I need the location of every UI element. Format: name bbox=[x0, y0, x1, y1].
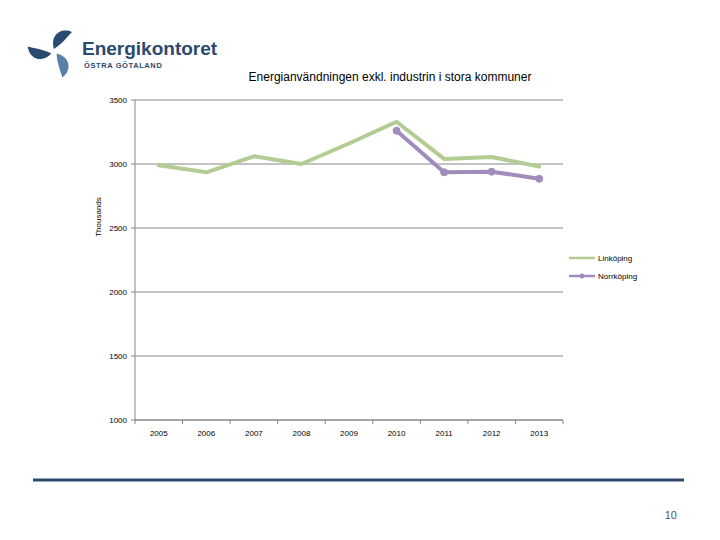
x-tick-label: 2012 bbox=[483, 429, 501, 438]
logo-hub bbox=[51, 49, 57, 55]
logo-shape bbox=[26, 38, 51, 64]
x-tick bbox=[277, 420, 278, 424]
series-marker bbox=[536, 175, 543, 182]
chart-title: Energianvändningen exkl. industrin i sto… bbox=[249, 70, 532, 84]
series-line bbox=[397, 131, 540, 179]
x-tick-label: 2008 bbox=[293, 429, 311, 438]
y-tick-label: 2500 bbox=[109, 224, 127, 233]
grid-line bbox=[135, 100, 563, 101]
series-marker bbox=[488, 168, 495, 175]
x-tick bbox=[230, 420, 231, 424]
y-tick bbox=[131, 356, 135, 357]
logo-blade bbox=[26, 38, 51, 64]
x-tick bbox=[182, 420, 183, 424]
logo-shape bbox=[53, 31, 72, 49]
y-tick bbox=[131, 228, 135, 229]
y-axis-label: Thousands bbox=[94, 197, 103, 237]
series-marker bbox=[393, 127, 400, 134]
logo-region: ÖSTRA GÖTALAND bbox=[84, 61, 162, 70]
y-tick-label: 3000 bbox=[109, 160, 127, 169]
x-tick-label: 2010 bbox=[388, 429, 406, 438]
y-tick-label: 1500 bbox=[109, 352, 127, 361]
legend-label: Linköping bbox=[598, 254, 632, 263]
grid-line bbox=[135, 164, 563, 165]
y-tick bbox=[131, 100, 135, 101]
footer-rule bbox=[33, 479, 684, 482]
x-tick-label: 2009 bbox=[340, 429, 358, 438]
logo-shape bbox=[48, 53, 73, 79]
x-tick-label: 2013 bbox=[530, 429, 548, 438]
page: Energikontoret ÖSTRA GÖTALAND Energianvänd… bbox=[0, 0, 720, 540]
series-marker bbox=[441, 169, 448, 176]
y-tick bbox=[131, 292, 135, 293]
grid-line bbox=[135, 228, 563, 229]
plot-area bbox=[159, 122, 543, 182]
y-tick bbox=[131, 164, 135, 165]
x-tick bbox=[325, 420, 326, 424]
x-tick bbox=[515, 420, 516, 424]
y-tick-label: 1000 bbox=[109, 416, 127, 425]
grid-line bbox=[135, 292, 563, 293]
x-tick-label: 2006 bbox=[197, 429, 215, 438]
x-tick bbox=[135, 420, 136, 424]
x-tick bbox=[563, 420, 564, 424]
logo-name: Energikontoret bbox=[82, 38, 218, 59]
x-tick bbox=[467, 420, 468, 424]
series-line bbox=[159, 122, 539, 173]
x-tick-label: 2007 bbox=[245, 429, 263, 438]
grid-line bbox=[135, 356, 563, 357]
x-tick bbox=[420, 420, 421, 424]
y-axis bbox=[135, 100, 136, 420]
x-axis bbox=[135, 420, 563, 421]
y-tick bbox=[131, 420, 135, 421]
page-number: 10 bbox=[665, 509, 677, 521]
grid-line bbox=[135, 420, 563, 421]
slide: Energikontoret ÖSTRA GÖTALAND Energianvänd… bbox=[0, 0, 720, 540]
logo-blade bbox=[48, 53, 73, 79]
legend-swatch bbox=[569, 257, 595, 260]
logo-blade bbox=[53, 31, 72, 49]
x-tick-label: 2011 bbox=[436, 429, 454, 438]
y-tick-label: 2000 bbox=[109, 288, 127, 297]
x-tick bbox=[372, 420, 373, 424]
legend-label: Norrköping bbox=[598, 272, 637, 281]
y-tick-label: 3500 bbox=[109, 96, 127, 105]
x-tick-label: 2005 bbox=[150, 429, 168, 438]
grid bbox=[131, 100, 563, 420]
logo: Energikontoret ÖSTRA GÖTALAND bbox=[26, 31, 217, 79]
legend-marker bbox=[580, 274, 585, 279]
legend: Linköping Norrköping bbox=[569, 254, 637, 281]
